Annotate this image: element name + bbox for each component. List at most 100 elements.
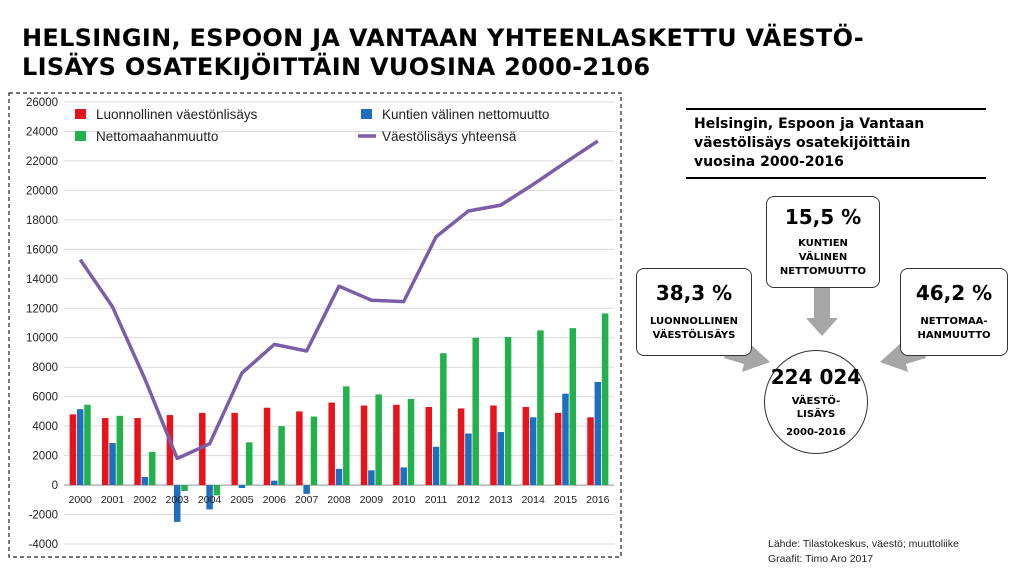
legend-label: Nettomaahanmuutto: [96, 129, 218, 144]
bar: [148, 451, 156, 486]
bar: [141, 476, 149, 486]
summary-title-line3: vuosina 2000-2016: [694, 154, 844, 170]
total-growth-circle: 224 024 VÄESTÖ- LISÄYS 2000-2016: [764, 350, 868, 454]
page-title-line2: LISÄYS OSATEKIJÖITTÄIN VUOSINA 2000-2106: [22, 53, 651, 81]
bar: [587, 417, 594, 486]
total-growth-label: VÄESTÖ- LISÄYS: [765, 395, 867, 421]
bar: [296, 411, 303, 486]
total-growth-period: 2000-2016: [786, 427, 846, 438]
summary-title: Helsingin, Espoon ja Vantaan väestölisäy…: [686, 108, 986, 179]
page-title-line1: HELSINGIN, ESPOON JA VANTAAN YHTEENLASKE…: [22, 24, 865, 52]
natural-growth-card: 38,3 % LUONNOLLINEN VÄESTÖLISÄYS: [636, 268, 752, 356]
chart-frame: [8, 92, 622, 558]
bar: [465, 433, 472, 486]
bar: [407, 398, 415, 486]
series-line: [78, 139, 599, 461]
y-tick-label: 18000: [26, 215, 58, 227]
immigration-label-line1: NETTOMAA-: [920, 316, 988, 327]
bar: [238, 485, 246, 489]
arrow-down-icon: [806, 288, 838, 336]
bar: [368, 470, 375, 486]
bar: [562, 393, 569, 486]
y-tick-label: 22000: [26, 156, 58, 168]
bar: [554, 412, 562, 486]
immigration-percent: 46,2 %: [915, 281, 993, 305]
natural-growth-percent: 38,3 %: [655, 281, 733, 305]
y-tick-label: -4000: [29, 539, 58, 551]
y-tick-label: 24000: [26, 126, 58, 138]
natural-growth-label-line1: LUONNOLLINEN: [650, 316, 738, 327]
source-line1: Lähde: Tilastokeskus, väestö; muuttoliik…: [768, 538, 959, 550]
legend-label: Kuntien välinen nettomuutto: [382, 107, 549, 122]
x-tick-label: 2000: [68, 494, 92, 506]
y-tick-label: 26000: [26, 97, 58, 109]
bar: [522, 406, 530, 486]
x-tick-label: 2007: [295, 494, 319, 506]
bar: [310, 416, 318, 486]
y-tick-label: 10000: [26, 333, 58, 345]
bar: [206, 485, 213, 510]
total-growth-value: 224 024: [770, 365, 862, 389]
bar: [173, 485, 181, 522]
summary-title-line2: väestölisäys osatekijöittäin: [694, 135, 911, 151]
bar: [343, 386, 350, 486]
y-tick-label: 20000: [26, 185, 58, 197]
immigration-card: 46,2 % NETTOMAA- HANMUUTTO: [900, 268, 1008, 356]
legend-swatch: [361, 109, 372, 119]
x-tick-label: 2014: [521, 494, 545, 506]
bar: [490, 405, 497, 486]
bar: [245, 442, 253, 486]
bar: [278, 426, 285, 486]
population-chart: 26000 24000 22000 20000 18000 16000 14000 12000…: [8, 92, 622, 558]
bar: [116, 415, 124, 486]
x-tick-label: 2016: [586, 494, 610, 506]
x-tick-label: 2006: [263, 494, 287, 506]
x-tick-label: 2012: [457, 494, 481, 506]
x-tick-label: 2005: [230, 494, 254, 506]
bar: [400, 467, 407, 486]
bar: [263, 407, 271, 486]
y-tick-label: 2000: [32, 451, 58, 463]
bar: [328, 402, 335, 486]
bar: [84, 404, 91, 486]
source-note: Lähde: Tilastokeskus, väestö; muuttoliik…: [768, 537, 959, 567]
bar: [529, 417, 537, 486]
bar: [335, 468, 343, 486]
x-tick-label: 2011: [425, 494, 448, 506]
x-tick-label: 2015: [554, 494, 578, 506]
y-tick-label: 4000: [32, 421, 58, 433]
bar: [181, 485, 188, 491]
y-tick-label: 8000: [32, 362, 58, 374]
legend-label: Väestölisäys yhteensä: [382, 129, 517, 144]
bar: [271, 480, 278, 486]
y-tick-label: 0: [52, 480, 58, 492]
bar: [166, 415, 174, 486]
bar: [303, 485, 310, 494]
y-tick-label: 14000: [26, 274, 58, 286]
municipal-migration-percent: 15,5 %: [784, 205, 862, 229]
bar: [69, 414, 77, 486]
legend-label: Luonnollinen väestönlisäys: [96, 107, 258, 122]
x-tick-label: 2001: [101, 494, 125, 506]
x-tick-label: 2013: [489, 494, 513, 506]
immigration-label-line2: HANMUUTTO: [917, 330, 991, 341]
municipal-migration-card: 15,5 % KUNTIEN VÄLINEN NETTOMUUTTO: [766, 196, 880, 288]
bar: [425, 406, 433, 486]
bar: [134, 418, 141, 486]
bar: [101, 418, 109, 486]
x-tick-label: 2010: [392, 494, 416, 506]
bar: [393, 404, 400, 486]
bar: [594, 381, 602, 486]
total-growth-label-line2: LISÄYS: [796, 409, 836, 420]
bar: [457, 408, 465, 486]
municipal-migration-label: KUNTIEN VÄLINEN NETTOMUUTTO: [767, 237, 879, 279]
legend-swatch: [75, 131, 86, 141]
bar: [109, 443, 116, 486]
x-tick-label: 2008: [327, 494, 351, 506]
summary-title-line1: Helsingin, Espoon ja Vantaan: [694, 116, 925, 132]
bar: [213, 485, 221, 496]
natural-growth-label: LUONNOLLINEN VÄESTÖLISÄYS: [637, 315, 751, 343]
x-tick-label: 2004: [198, 494, 222, 506]
y-tick-label: 12000: [26, 303, 58, 315]
